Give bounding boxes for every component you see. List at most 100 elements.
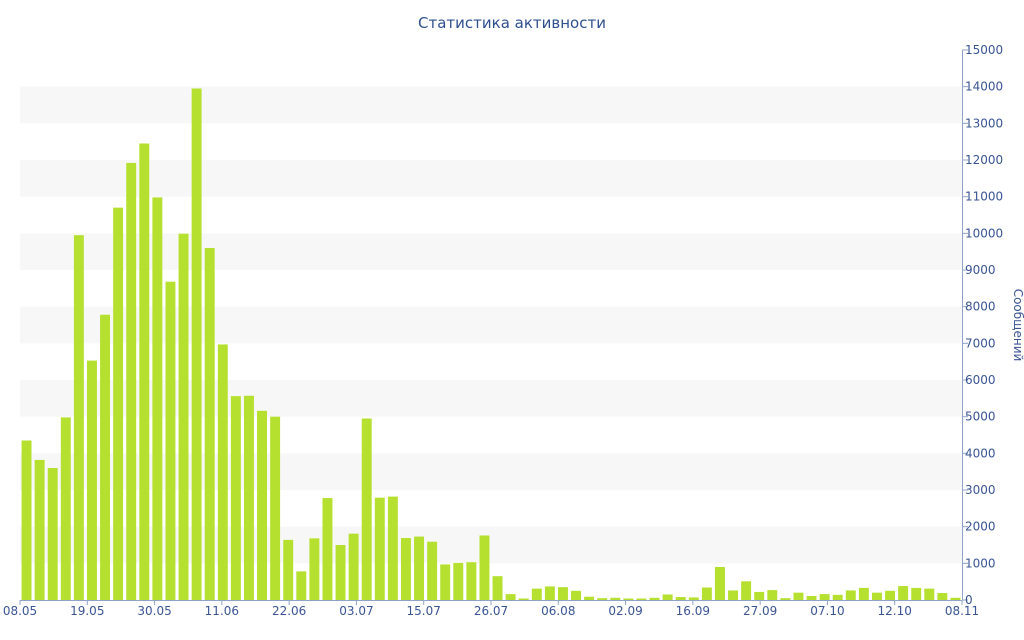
bar — [204, 248, 215, 600]
grid-band — [20, 160, 962, 197]
bar — [728, 590, 739, 600]
chart-title: Статистика активности — [418, 14, 606, 32]
bar — [126, 162, 137, 600]
x-tick-label: 03.07 — [339, 604, 373, 618]
bar — [243, 395, 254, 600]
grid-band — [20, 306, 962, 344]
bar — [937, 593, 948, 600]
bar — [714, 567, 725, 600]
bar — [832, 594, 843, 600]
bar — [178, 233, 189, 600]
bar — [531, 588, 542, 600]
y-tick-label: 6000 — [965, 373, 996, 387]
x-tick-label: 26.07 — [474, 604, 508, 618]
x-tick-label: 11.06 — [205, 604, 239, 618]
bar — [557, 587, 568, 600]
grid-band — [20, 453, 962, 490]
grid-band — [20, 380, 962, 417]
y-tick-label: 12000 — [965, 153, 1003, 167]
bar — [662, 594, 673, 600]
y-axis-title: Сообщений — [1011, 289, 1024, 362]
bar — [544, 586, 555, 600]
bar — [217, 344, 228, 600]
bar — [440, 564, 451, 600]
x-tick-label: 06.08 — [541, 604, 575, 618]
bar — [335, 545, 346, 600]
bar — [34, 459, 45, 600]
bar — [283, 539, 294, 600]
y-tick-label: 10000 — [965, 226, 1003, 240]
x-tick-label: 30.05 — [137, 604, 171, 618]
y-tick-label: 3000 — [965, 483, 996, 497]
bar — [414, 536, 425, 600]
x-tick-label: 15.07 — [407, 604, 441, 618]
grid-band — [20, 86, 962, 124]
bar — [361, 418, 372, 600]
y-tick-label: 14000 — [965, 80, 1003, 94]
bar — [152, 197, 163, 600]
bar — [191, 88, 202, 600]
x-tick-label: 08.05 — [3, 604, 37, 618]
bar — [924, 588, 935, 600]
bar — [270, 416, 281, 600]
bar — [479, 535, 490, 600]
y-tick-label: 7000 — [965, 336, 996, 350]
y-tick-label: 5000 — [965, 410, 996, 424]
y-tick-label: 8000 — [965, 300, 996, 314]
y-tick-label: 2000 — [965, 520, 996, 534]
x-tick-label: 07.10 — [810, 604, 844, 618]
x-tick-label: 02.09 — [608, 604, 642, 618]
grid-band — [20, 526, 962, 564]
bar — [100, 314, 111, 600]
bar — [374, 497, 385, 600]
bar — [427, 541, 438, 600]
bar — [47, 468, 58, 600]
bar — [257, 410, 268, 600]
y-tick-label: 0 — [965, 593, 973, 607]
bar — [675, 597, 686, 600]
bar — [858, 587, 869, 600]
bar — [780, 598, 791, 600]
bar — [806, 595, 817, 600]
bar — [911, 587, 922, 600]
bar — [86, 360, 97, 600]
bar — [21, 440, 32, 600]
x-tick-label: 22.06 — [272, 604, 306, 618]
bar — [623, 598, 634, 600]
bar — [453, 562, 464, 600]
bar — [492, 576, 503, 600]
x-tick-label: 12.10 — [878, 604, 912, 618]
bar — [139, 143, 150, 600]
bar — [387, 496, 398, 600]
bar — [871, 592, 882, 600]
bar — [701, 587, 712, 600]
x-tick-label: 19.05 — [70, 604, 104, 618]
y-tick-label: 13000 — [965, 116, 1003, 130]
y-tick-label: 1000 — [965, 556, 996, 570]
bar — [898, 586, 909, 600]
bar — [505, 594, 516, 600]
bar — [60, 417, 71, 600]
bar — [571, 590, 582, 600]
bar — [518, 598, 529, 600]
bar — [636, 598, 647, 600]
y-tick-label: 9000 — [965, 263, 996, 277]
bar — [309, 538, 320, 600]
bar — [230, 396, 241, 600]
bar — [610, 597, 621, 600]
bar — [793, 592, 804, 600]
bar — [400, 538, 411, 600]
bar — [296, 571, 307, 600]
bar — [741, 581, 752, 600]
bar — [466, 562, 477, 600]
bar — [649, 597, 660, 600]
x-tick-label: 27.09 — [743, 604, 777, 618]
bar — [754, 591, 765, 600]
bar — [688, 597, 699, 600]
y-tick-label: 4000 — [965, 446, 996, 460]
bar — [165, 281, 176, 600]
bar — [950, 597, 961, 600]
bar — [73, 235, 84, 601]
bar — [819, 594, 830, 600]
